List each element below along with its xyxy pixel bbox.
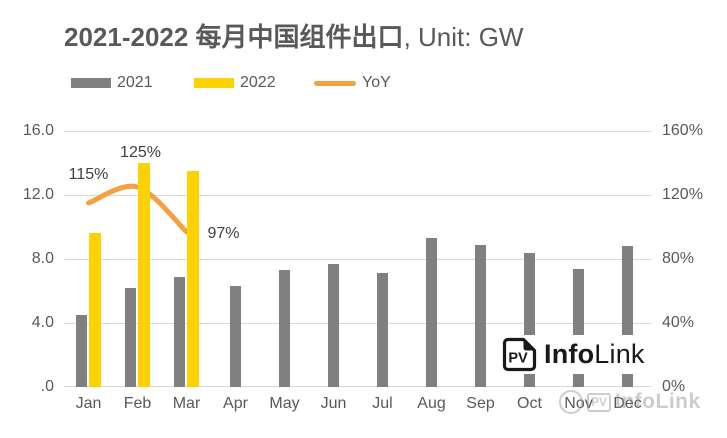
yoy-label-mar: 97% <box>207 224 240 242</box>
axis-tick: 0% <box>662 378 686 395</box>
x-axis-label-oct: Oct <box>517 395 542 412</box>
month-slot-nov <box>554 131 603 387</box>
legend-item-2022: 2022 <box>194 73 276 93</box>
month-slot-sep <box>456 131 505 387</box>
chart-title-unit: , Unit: GW <box>403 22 524 52</box>
yoy-line-layer <box>86 183 189 235</box>
legend-label-2021: 2021 <box>117 74 153 91</box>
bar-2021-dec <box>622 246 633 387</box>
x-axis-label-feb: Feb <box>123 395 152 412</box>
x-axis-label-aug: Aug <box>417 395 446 412</box>
month-slot-aug <box>407 131 456 387</box>
faint-watermark-pv-icon: PV <box>587 392 612 412</box>
bar-2021-feb <box>125 287 136 387</box>
axis-tick: 8.0 <box>31 250 54 267</box>
gridline <box>64 195 652 196</box>
legend-swatch-2021 <box>71 78 111 88</box>
chart-title-main: 2021-2022 每月中国组件出口 <box>64 22 404 52</box>
month-slot-apr <box>211 131 260 387</box>
bar-2021-mar <box>174 276 185 387</box>
gridline <box>64 131 652 132</box>
month-slot-feb <box>113 131 162 387</box>
legend-swatch-yoy <box>314 80 356 86</box>
infolink-logo-text: InfoLink <box>544 339 645 369</box>
y-axis-left: 16.0 12.0 8.0 4.0 .0 <box>0 122 54 395</box>
bar-2021-sep <box>475 244 486 387</box>
legend-swatch-2022 <box>194 78 234 88</box>
x-axis-label-jan: Jan <box>75 395 102 412</box>
yoy-line <box>86 183 189 235</box>
chart-title: 2021-2022 每月中国组件出口, Unit: GW <box>64 17 523 54</box>
bar-2021-apr <box>230 286 241 387</box>
bar-2021-may <box>279 270 290 387</box>
faint-watermark-circle-icon <box>559 390 583 414</box>
x-axis-label-apr: Apr <box>223 395 248 412</box>
x-axis-label-jun: Jun <box>320 395 347 412</box>
pv-infolink-logo: PV InfoLink <box>500 335 650 374</box>
bar-2021-nov <box>573 268 584 387</box>
x-axis-labels: Jan Feb Mar Apr May Jun Jul Aug Sep Oct Nov Dec <box>64 395 652 413</box>
axis-tick: 120% <box>662 186 703 203</box>
faint-watermark: PV InfoLink <box>559 390 701 414</box>
legend-label-2022: 2022 <box>240 74 276 91</box>
legend-label-yoy: YoY <box>362 74 391 91</box>
legend-item-yoy: YoY <box>314 73 391 93</box>
axis-tick: 16.0 <box>22 122 54 139</box>
bar-2022-feb <box>138 163 150 387</box>
x-axis-label-dec: Dec <box>613 395 642 412</box>
plot-area: 115% 125% 97% <box>64 131 652 387</box>
axis-tick: 40% <box>662 314 695 331</box>
bar-2021-jan <box>76 315 87 387</box>
axis-tick: 80% <box>662 250 695 267</box>
gridline <box>64 259 652 260</box>
y-axis-right: 160% 120% 80% 40% 0% <box>662 122 724 395</box>
month-slot-dec <box>603 131 652 387</box>
x-axis-label-mar: Mar <box>172 395 201 412</box>
month-slot-may <box>260 131 309 387</box>
bar-2022-jan <box>89 233 101 387</box>
bar-2021-aug <box>426 238 437 387</box>
x-axis-label-sep: Sep <box>466 395 495 412</box>
pv-logo-text: PV <box>508 351 528 367</box>
yoy-label-feb: 125% <box>120 144 161 161</box>
month-slot-oct <box>505 131 554 387</box>
x-axis-label-jul: Jul <box>372 395 393 412</box>
bar-2021-oct <box>524 252 535 387</box>
month-slot-jan <box>64 131 113 387</box>
x-axis-label-may: May <box>269 395 300 412</box>
bar-2021-jun <box>328 263 339 387</box>
gridline <box>64 386 652 387</box>
legend-item-2021: 2021 <box>71 73 153 93</box>
pv-logo-icon: PV <box>502 337 537 372</box>
bar-2022-mar <box>187 171 199 387</box>
faint-watermark-text: InfoLink <box>615 390 701 413</box>
axis-tick: 12.0 <box>22 186 54 203</box>
yoy-label-jan: 115% <box>68 166 109 183</box>
gridline <box>64 323 652 324</box>
month-slot-jul <box>358 131 407 387</box>
axis-tick: 160% <box>662 122 703 139</box>
month-slot-mar <box>162 131 211 387</box>
bar-2021-jul <box>377 273 388 387</box>
axis-tick: .0 <box>40 378 54 395</box>
axis-tick: 4.0 <box>31 314 54 331</box>
bars-layer <box>64 131 652 387</box>
month-slot-jun <box>309 131 358 387</box>
